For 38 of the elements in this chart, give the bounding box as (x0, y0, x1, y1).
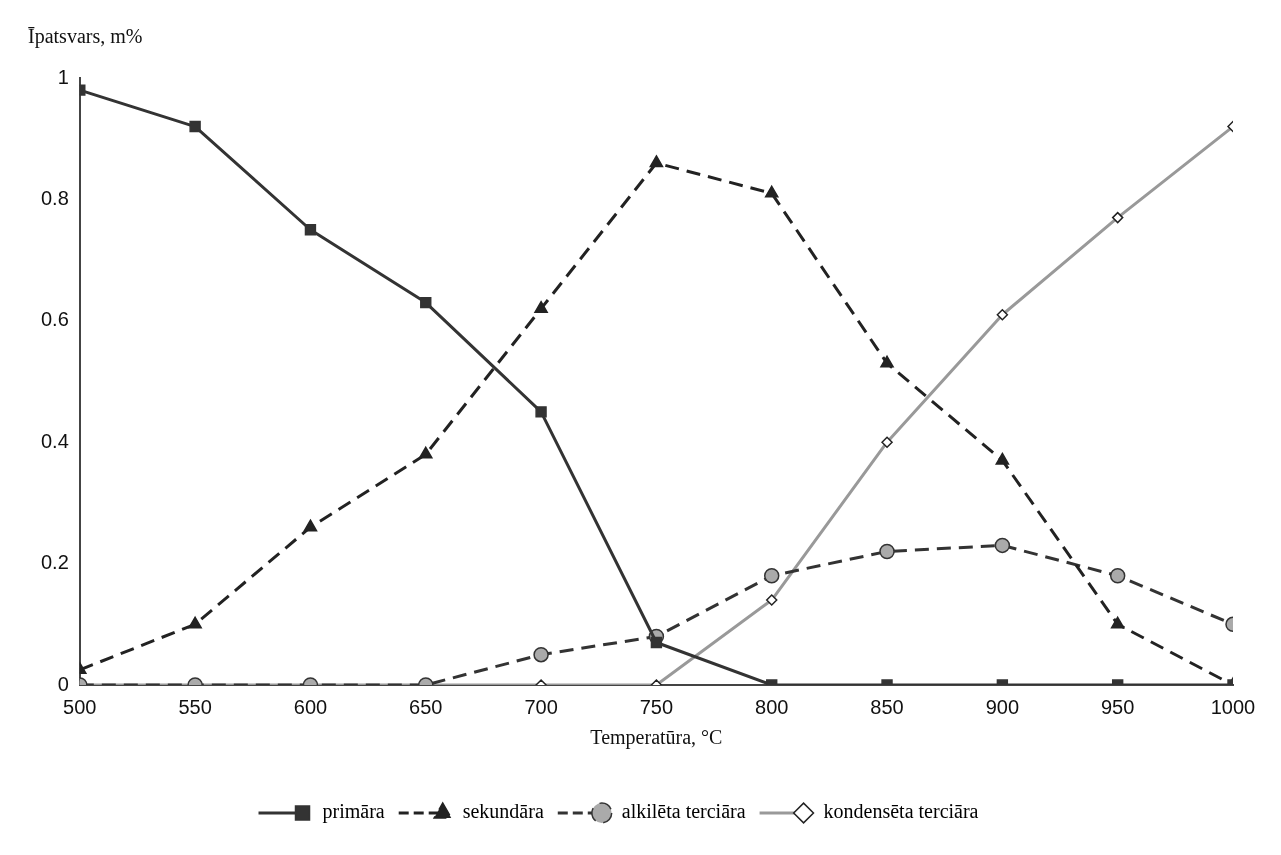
point (764, 185, 779, 198)
legend-label: sekundāra (462, 800, 544, 823)
point (763, 567, 780, 584)
x-axis-title: Temperatūra, °C (590, 726, 723, 750)
point (995, 452, 1010, 465)
legend-label: primāra (322, 800, 385, 824)
x-tick-label: 900 (985, 695, 1020, 718)
x-tick-label: 700 (524, 695, 558, 718)
y-tick-label: 0.6 (40, 308, 69, 331)
y-tick-label: 0.8 (40, 186, 69, 209)
x-tick-label: 850 (870, 695, 904, 718)
x-tick-label: 750 (639, 695, 674, 718)
y-tick-label: 0.2 (40, 551, 69, 574)
legend-label: alkilēta terciāra (621, 800, 746, 823)
x-tick-label: 650 (409, 695, 443, 718)
x-tick-label: 1000 (1210, 695, 1256, 718)
point (1110, 616, 1125, 629)
x-tick-label: 550 (178, 695, 212, 718)
point (1109, 567, 1126, 584)
point (535, 406, 547, 418)
point (420, 296, 432, 309)
x-tick-label: 950 (1100, 695, 1135, 718)
point (304, 224, 317, 236)
point (534, 300, 548, 313)
x-tick-label: 500 (63, 695, 97, 718)
point (418, 446, 433, 459)
y-tick-label: 0.4 (40, 429, 69, 452)
point (189, 120, 201, 133)
point (188, 616, 202, 629)
point (649, 155, 664, 168)
point (303, 519, 318, 532)
legend-label: kondensēta terciāra (823, 800, 979, 823)
point (880, 355, 894, 368)
x-tick-label: 600 (293, 695, 328, 718)
y-tick-label: 1 (57, 65, 69, 88)
x-tick-label: 800 (755, 695, 789, 718)
y-axis-title: Īpatsvars, m% (28, 25, 143, 49)
y-tick-label: 0 (57, 672, 69, 695)
